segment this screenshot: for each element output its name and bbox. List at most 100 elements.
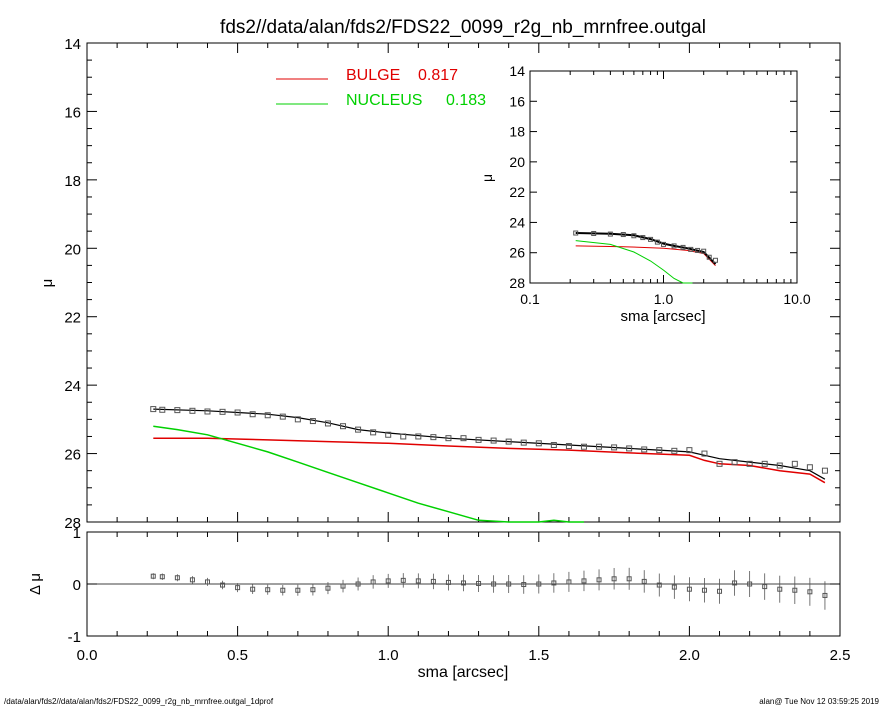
model-curve xyxy=(153,408,826,480)
main-data-point xyxy=(385,431,392,438)
residual-point xyxy=(340,583,346,589)
inset-nucleus-curve xyxy=(575,240,693,284)
main-data-point xyxy=(234,409,241,416)
inset-data-point xyxy=(688,246,694,252)
inset-data-point xyxy=(654,239,660,245)
x-tick-label: 1.0 xyxy=(378,647,399,664)
residual-point xyxy=(476,580,482,586)
residual-point xyxy=(596,577,602,583)
residual-point xyxy=(807,589,813,595)
residual-point xyxy=(732,580,738,586)
legend-nucleus-label: NUCLEUS xyxy=(346,92,422,109)
main-data-point xyxy=(294,416,301,423)
residual-panel: 1 0 -10.0 0.5 1.0 1.5 2.0 2.5 Δ μ sma [arcsec] xyxy=(27,525,850,681)
residual-point xyxy=(355,581,361,587)
inset-axis-ticks: 14 16 18 20 22 24 26 280.1 1.0 10.0 xyxy=(509,63,810,307)
residual-y-tick-label: 1 xyxy=(73,525,81,542)
main-y-tick-label: 20 xyxy=(64,241,81,258)
main-data-point xyxy=(445,435,452,442)
main-data-point xyxy=(806,464,813,471)
inset-data-point xyxy=(591,230,597,236)
inset-x-tick-label: 0.1 xyxy=(520,291,540,307)
main-data-point xyxy=(565,443,572,450)
residual-point xyxy=(461,580,466,586)
main-data-point xyxy=(716,460,723,467)
main-data-point xyxy=(776,462,783,469)
x-tick-label: 1.5 xyxy=(528,647,549,664)
residual-y-tick-label: -1 xyxy=(68,629,81,646)
residual-y-axis-label: Δ μ xyxy=(27,573,44,595)
inset-y-tick-label: 18 xyxy=(509,124,525,140)
footer-timestamp: alan@ Tue Nov 12 03:59:25 2019 xyxy=(759,697,879,706)
main-data-point xyxy=(580,443,587,450)
inset-data-point xyxy=(680,244,686,250)
residual-point xyxy=(189,577,195,583)
residual-point xyxy=(430,578,436,584)
x-tick-label: 0.5 xyxy=(227,647,248,664)
residual-point xyxy=(536,581,542,587)
main-data-point xyxy=(324,420,331,427)
main-data-point xyxy=(430,434,437,441)
main-data-point xyxy=(370,429,377,436)
main-data-point xyxy=(460,435,467,442)
main-data-point xyxy=(671,447,678,454)
main-data-point xyxy=(475,436,482,443)
inset-background xyxy=(530,71,797,283)
residual-point xyxy=(656,582,662,588)
inset-data-point xyxy=(661,241,666,247)
main-data-point xyxy=(701,450,708,457)
residual-point xyxy=(551,580,557,586)
inset-y-axis-label: μ xyxy=(479,174,495,182)
main-y-axis-label: μ xyxy=(39,279,56,288)
inset-y-tick-label: 22 xyxy=(509,184,525,200)
main-series xyxy=(150,406,828,523)
residual-point xyxy=(521,582,527,588)
main-data-point xyxy=(791,460,798,467)
residual-point xyxy=(717,588,723,594)
main-data-point xyxy=(731,459,738,466)
inset-y-tick-label: 28 xyxy=(509,275,525,291)
main-data-point xyxy=(626,445,633,452)
inset-series xyxy=(573,230,718,284)
bulge-curve xyxy=(153,437,826,484)
main-y-tick-label: 26 xyxy=(64,447,81,464)
main-data-point xyxy=(249,411,256,418)
inset-x-tick-label: 1.0 xyxy=(654,291,674,307)
inset-y-tick-label: 16 xyxy=(509,93,525,109)
residual-point xyxy=(762,584,768,590)
residual-y-tick-label: 0 xyxy=(73,577,81,594)
main-data-point xyxy=(189,407,196,414)
main-data-point xyxy=(641,446,648,453)
main-data-point xyxy=(656,447,663,454)
residual-point xyxy=(295,587,301,593)
residual-axis-ticks: 1 0 -10.0 0.5 1.0 1.5 2.0 2.5 xyxy=(68,525,851,664)
inset-bulge-curve xyxy=(575,245,716,266)
nucleus-curve xyxy=(153,425,584,523)
main-axis-ticks: 14 16 18 20 22 24 26 28 xyxy=(64,36,841,532)
residual-point xyxy=(220,582,226,588)
main-y-tick-label: 16 xyxy=(64,104,81,121)
inset-data-point xyxy=(640,235,646,241)
residual-point xyxy=(400,577,406,583)
x-tick-label: 0.0 xyxy=(77,647,98,664)
main-data-point xyxy=(219,408,226,415)
x-tick-label: 2.5 xyxy=(830,647,851,664)
inset-data-point xyxy=(620,232,626,238)
main-data-point xyxy=(505,438,512,445)
main-panel: 14 16 18 20 22 24 26 28 μ BULGE 0.817 NUCLEUS 0… xyxy=(39,36,841,532)
inset-model-curve xyxy=(575,232,717,265)
legend-nucleus-value: 0.183 xyxy=(446,92,486,109)
inset-y-tick-label: 26 xyxy=(509,245,525,261)
main-data-point xyxy=(550,442,557,449)
inset-data-point xyxy=(695,247,701,253)
inset-data-point xyxy=(706,254,712,260)
legend-bulge-value: 0.817 xyxy=(418,67,458,84)
main-y-tick-label: 28 xyxy=(64,515,81,532)
inset-y-tick-label: 14 xyxy=(509,63,525,79)
main-data-point xyxy=(340,423,347,430)
residual-point xyxy=(159,574,165,580)
residual-point xyxy=(747,581,753,587)
residual-point xyxy=(415,578,421,584)
inset-data-point xyxy=(671,243,677,249)
residual-point xyxy=(150,573,156,579)
